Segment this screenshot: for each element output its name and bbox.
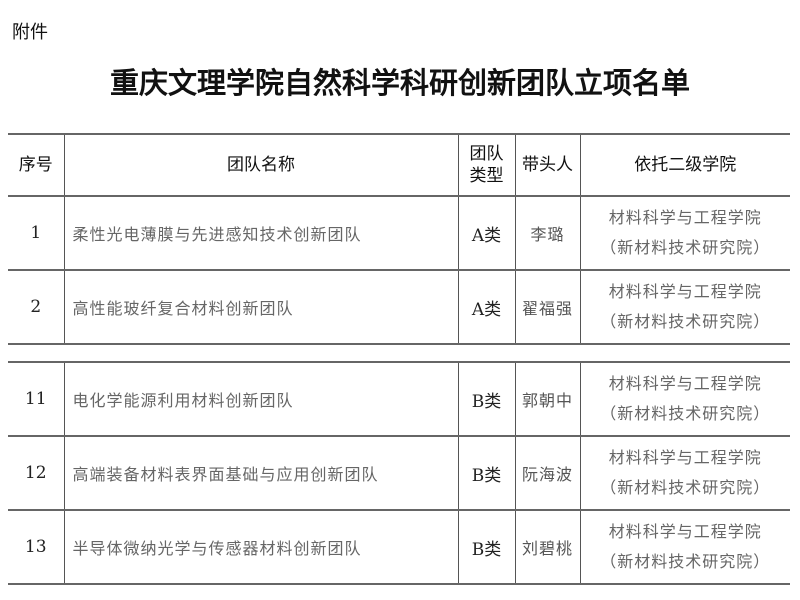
row-college-line2: （新材料技术研究院）: [600, 312, 771, 331]
row-leader: 翟福强: [514, 269, 581, 345]
row-team-name: 高端装备材料表界面基础与应用创新团队: [63, 435, 459, 511]
table-row: 12 高端装备材料表界面基础与应用创新团队 B类 阮海波 材料科学与工程学院 （新材料技术…: [8, 435, 790, 511]
row-leader: 李璐: [514, 195, 581, 271]
row-index: 11: [8, 361, 65, 437]
row-leader: 阮海波: [514, 435, 581, 511]
row-team-type: A类: [457, 195, 516, 271]
header-index: 序号: [8, 133, 65, 197]
table-header-row: 序号 团队名称 团队 类型 带头人 依托二级学院: [8, 133, 790, 197]
table-row: 2 高性能玻纤复合材料创新团队 A类 翟福强 材料科学与工程学院 （新材料技术研究院）: [8, 269, 790, 345]
row-college: 材料科学与工程学院 （新材料技术研究院）: [579, 509, 790, 585]
row-leader: 刘碧桃: [514, 509, 581, 585]
header-team-type-line2: 类型: [469, 166, 504, 186]
row-college: 材料科学与工程学院 （新材料技术研究院）: [579, 435, 790, 511]
row-team-name: 柔性光电薄膜与先进感知技术创新团队: [63, 195, 459, 271]
row-college: 材料科学与工程学院 （新材料技术研究院）: [579, 269, 790, 345]
row-team-type: B类: [457, 361, 516, 437]
row-college-line1: 材料科学与工程学院: [608, 282, 762, 301]
header-leader: 带头人: [514, 133, 581, 197]
header-team-name: 团队名称: [63, 133, 459, 197]
row-team-type: B类: [457, 435, 516, 511]
table-row: 11 电化学能源利用材料创新团队 B类 郭朝中 材料科学与工程学院 （新材料技术研究院）: [8, 361, 790, 437]
row-team-name: 高性能玻纤复合材料创新团队: [63, 269, 459, 345]
row-college-line2: （新材料技术研究院）: [600, 238, 771, 257]
row-index: 12: [8, 435, 65, 511]
team-list-table: 序号 团队名称 团队 类型 带头人 依托二级学院 1 柔性光电薄膜与先进感知技术创新…: [8, 133, 790, 345]
row-team-name: 半导体微纳光学与传感器材料创新团队: [63, 509, 459, 585]
row-leader: 郭朝中: [514, 361, 581, 437]
row-team-type: A类: [457, 269, 516, 345]
row-college-line1: 材料科学与工程学院: [608, 522, 762, 541]
row-college-line1: 材料科学与工程学院: [608, 208, 762, 227]
attachment-label: 附件: [12, 22, 48, 43]
row-index: 13: [8, 509, 65, 585]
team-list-table-continued: 11 电化学能源利用材料创新团队 B类 郭朝中 材料科学与工程学院 （新材料技术研究院） 1…: [8, 361, 790, 585]
row-college-line1: 材料科学与工程学院: [608, 374, 762, 393]
row-college: 材料科学与工程学院 （新材料技术研究院）: [579, 195, 790, 271]
row-college: 材料科学与工程学院 （新材料技术研究院）: [579, 361, 790, 437]
header-team-type: 团队 类型: [457, 133, 516, 197]
row-index: 1: [8, 195, 65, 271]
row-college-line2: （新材料技术研究院）: [600, 478, 771, 497]
header-team-type-line1: 团队: [469, 144, 504, 164]
header-college: 依托二级学院: [579, 133, 790, 197]
document-title: 重庆文理学院自然科学科研创新团队立项名单: [109, 66, 690, 100]
row-college-line1: 材料科学与工程学院: [608, 448, 762, 467]
row-index: 2: [8, 269, 65, 345]
row-college-line2: （新材料技术研究院）: [600, 404, 771, 423]
row-college-line2: （新材料技术研究院）: [600, 552, 771, 571]
table-row: 1 柔性光电薄膜与先进感知技术创新团队 A类 李璐 材料科学与工程学院 （新材料技术研究院…: [8, 195, 790, 271]
row-team-type: B类: [457, 509, 516, 585]
row-team-name: 电化学能源利用材料创新团队: [63, 361, 459, 437]
table-row: 13 半导体微纳光学与传感器材料创新团队 B类 刘碧桃 材料科学与工程学院 （新材料技术研…: [8, 509, 790, 585]
